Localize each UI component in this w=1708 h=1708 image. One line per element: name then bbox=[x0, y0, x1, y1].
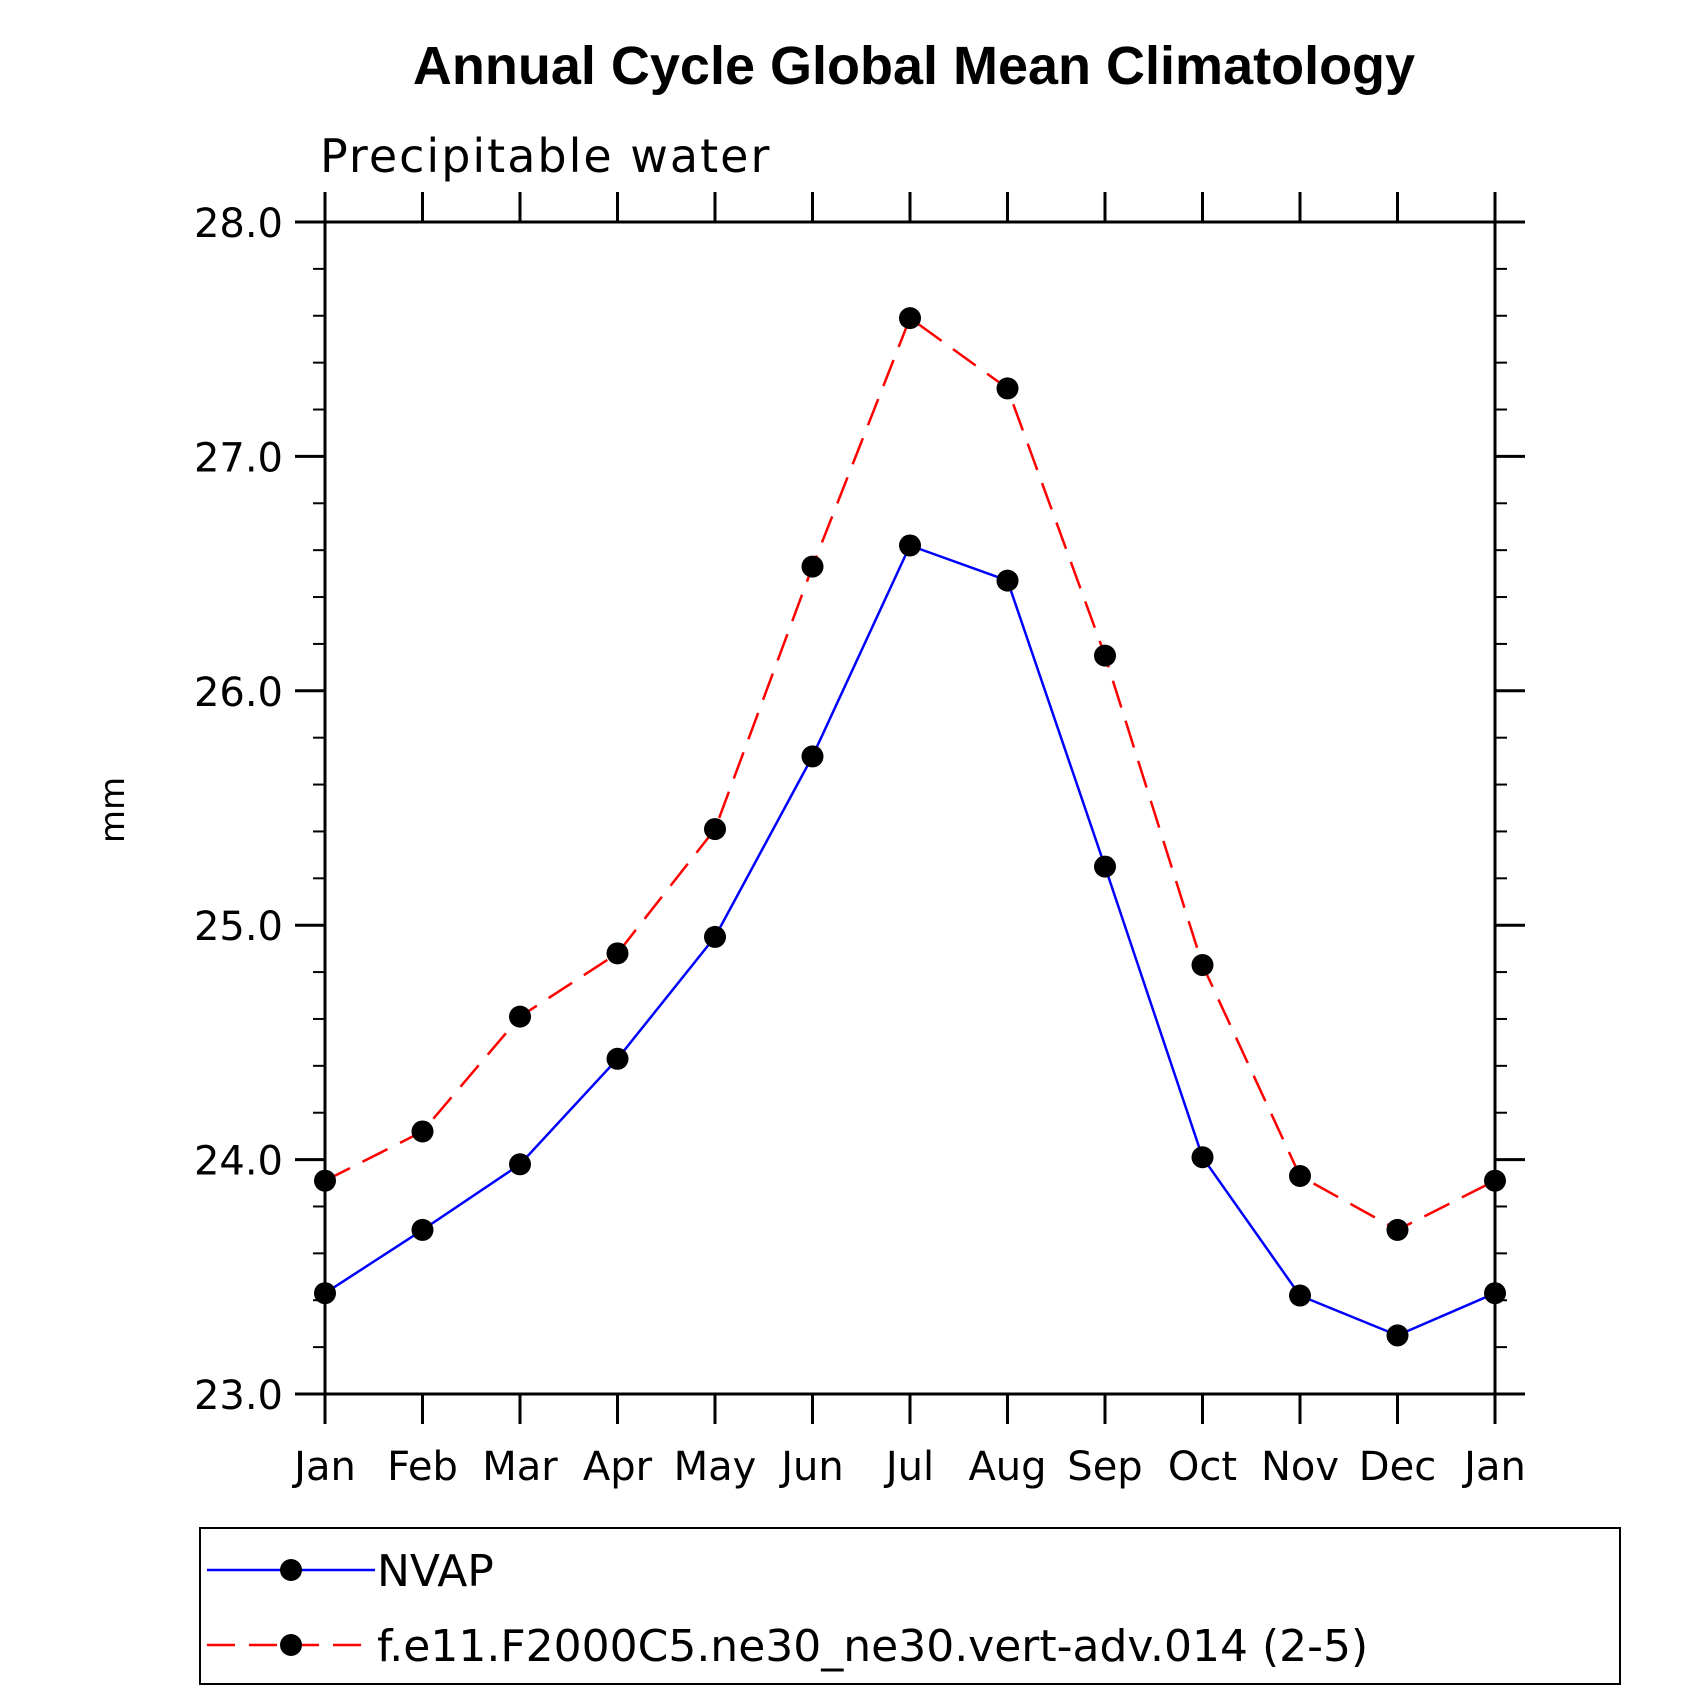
plot-frame bbox=[323, 220, 1497, 1396]
data-point-series-0 bbox=[509, 1153, 531, 1176]
series-line-0 bbox=[324, 544, 1496, 1337]
y-tick-label: 23.0 bbox=[194, 1373, 283, 1419]
x-tick-label: May bbox=[674, 1444, 757, 1490]
x-tick-label: Feb bbox=[387, 1444, 458, 1490]
y-tick-label: 25.0 bbox=[194, 904, 283, 950]
x-tick-label: Jan bbox=[291, 1444, 356, 1490]
data-point-series-0 bbox=[314, 1282, 336, 1305]
y-tick-labels: 23.0 24.0 25.0 26.0 27.0 28.0 bbox=[194, 201, 283, 1419]
data-point-series-1 bbox=[1386, 1218, 1409, 1241]
data-point-series-0 bbox=[801, 745, 824, 768]
x-tick-label: Sep bbox=[1067, 1444, 1142, 1490]
legend-model-label: f.e11.F2000C5.ne30_ne30.vert-adv.014 (2-… bbox=[377, 1621, 1368, 1672]
y-axis-label: mm bbox=[93, 777, 133, 843]
x-tick-label: Oct bbox=[1168, 1444, 1237, 1490]
legend-nvap-label: NVAP bbox=[377, 1546, 494, 1597]
data-point-series-1 bbox=[1289, 1165, 1311, 1188]
data-point-series-1 bbox=[314, 1169, 336, 1192]
y-tick-label: 28.0 bbox=[194, 201, 283, 247]
x-tick-label: Dec bbox=[1359, 1444, 1436, 1490]
x-tick-labels: Jan Feb Mar Apr May Jun Jul Aug Sep Oct Nov Dec Jan bbox=[291, 1444, 1526, 1490]
legend-nvap-marker bbox=[280, 1559, 302, 1581]
x-tick-label: Jan bbox=[1461, 1444, 1526, 1490]
data-point-series-1 bbox=[899, 307, 921, 330]
series-layer bbox=[314, 307, 1506, 1347]
data-point-series-0 bbox=[1386, 1324, 1409, 1347]
x-tick-label: Nov bbox=[1261, 1444, 1339, 1490]
data-point-series-1 bbox=[509, 1005, 531, 1028]
data-point-series-0 bbox=[606, 1047, 629, 1070]
y-tick-label: 27.0 bbox=[194, 435, 283, 481]
data-point-series-0 bbox=[411, 1218, 434, 1241]
data-point-series-1 bbox=[1484, 1169, 1506, 1192]
chart-subtitle: Precipitable water bbox=[320, 129, 771, 183]
data-point-series-1 bbox=[996, 377, 1019, 400]
data-point-series-1 bbox=[1191, 954, 1214, 977]
x-tick-label: Jun bbox=[778, 1444, 844, 1490]
legend-box bbox=[199, 1527, 1621, 1685]
x-tick-label: Mar bbox=[482, 1444, 558, 1490]
data-point-series-0 bbox=[704, 925, 726, 948]
data-point-series-1 bbox=[801, 555, 824, 578]
data-point-series-1 bbox=[1094, 644, 1116, 667]
data-point-series-1 bbox=[606, 942, 629, 965]
data-point-series-1 bbox=[704, 818, 726, 841]
data-point-series-0 bbox=[1289, 1284, 1311, 1307]
data-point-series-1 bbox=[411, 1120, 434, 1143]
chart-title: Annual Cycle Global Mean Climatology bbox=[413, 36, 1415, 96]
y-tick-label: 24.0 bbox=[194, 1139, 283, 1185]
y-tick-label: 26.0 bbox=[194, 670, 283, 716]
data-point-series-0 bbox=[1484, 1282, 1506, 1305]
x-tick-label: Apr bbox=[583, 1444, 653, 1490]
major-ticks bbox=[295, 192, 1525, 1424]
data-point-series-0 bbox=[1191, 1146, 1214, 1169]
x-tick-label: Aug bbox=[968, 1444, 1046, 1490]
minor-ticks bbox=[313, 221, 1507, 1395]
legend: NVAP f.e11.F2000C5.ne30_ne30.vert-adv.01… bbox=[199, 1527, 1621, 1685]
data-point-series-0 bbox=[996, 569, 1019, 592]
legend-model-marker bbox=[280, 1634, 302, 1656]
data-point-series-0 bbox=[1094, 855, 1116, 878]
x-tick-label: Jul bbox=[883, 1444, 934, 1490]
series-line-1 bbox=[324, 316, 1496, 1232]
data-point-series-0 bbox=[899, 534, 921, 557]
